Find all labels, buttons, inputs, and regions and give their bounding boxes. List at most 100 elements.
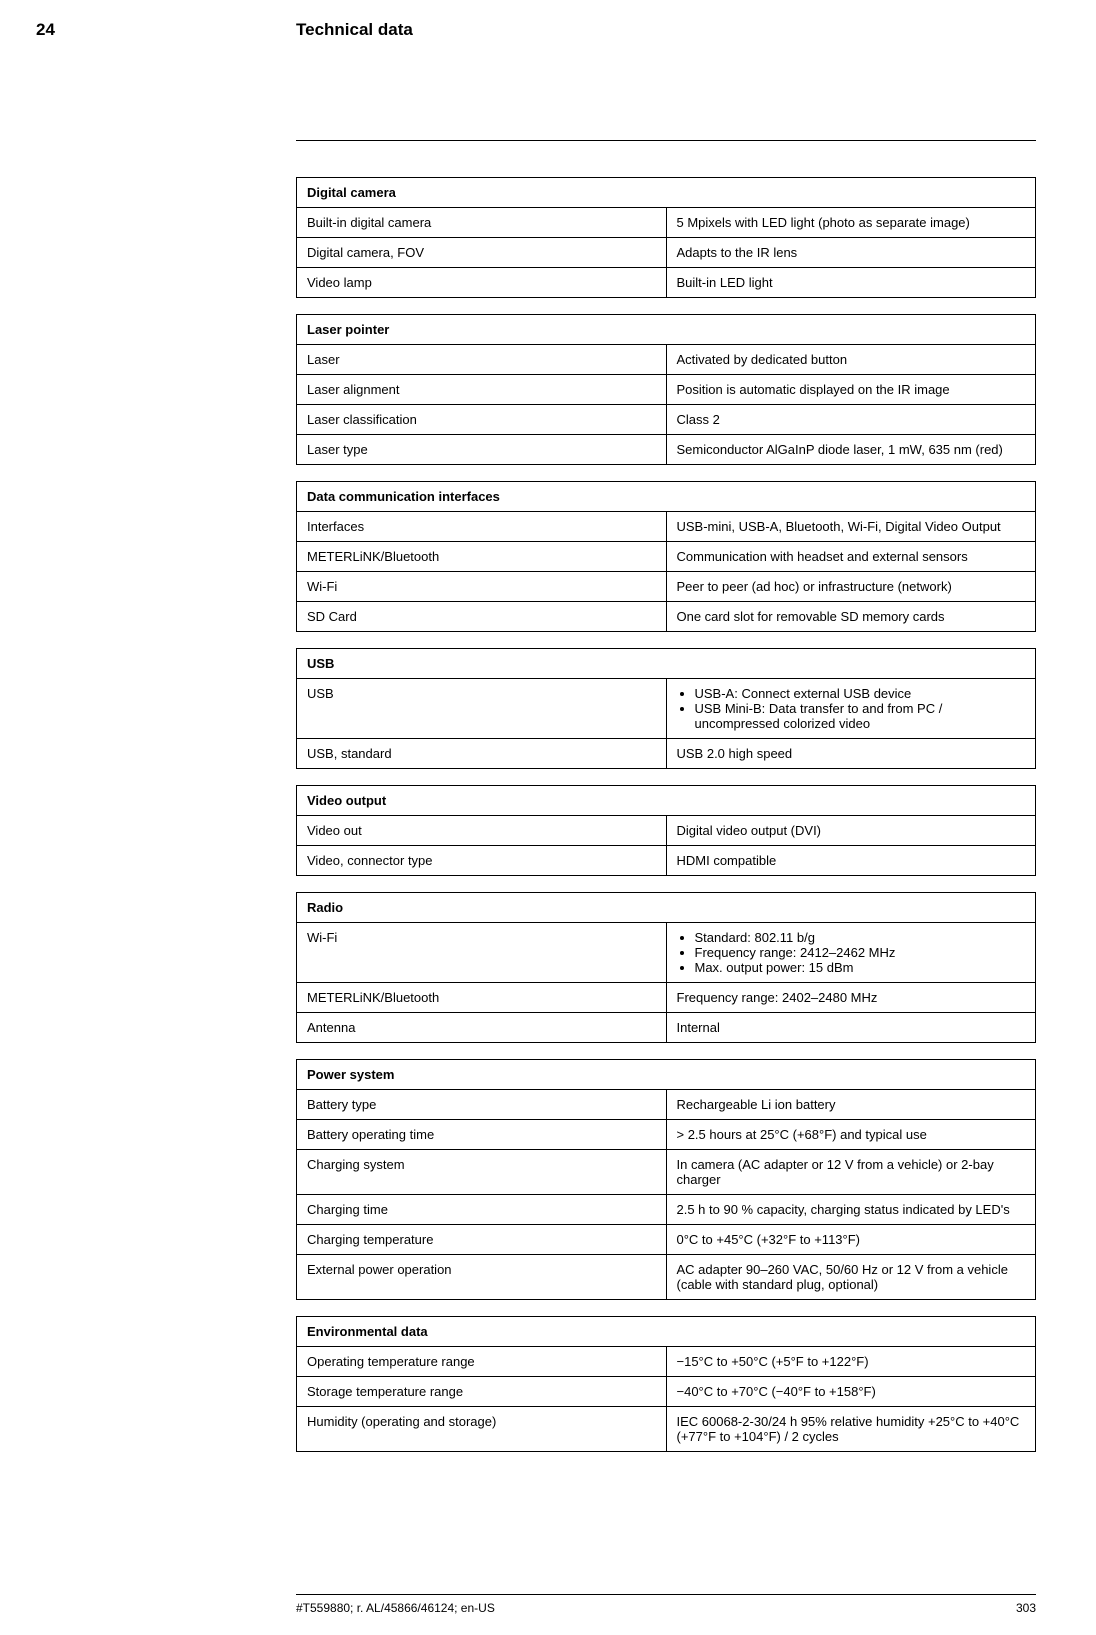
table-row: Built-in digital camera5 Mpixels with LE… <box>297 208 1036 238</box>
spec-value: Activated by dedicated button <box>666 345 1036 375</box>
spec-label: Video, connector type <box>297 846 667 876</box>
spec-label: Laser type <box>297 435 667 465</box>
table-row: AntennaInternal <box>297 1013 1036 1043</box>
spec-value: −15°C to +50°C (+5°F to +122°F) <box>666 1347 1036 1377</box>
spec-label: USB, standard <box>297 739 667 769</box>
spec-label: Wi-Fi <box>297 572 667 602</box>
spec-label: Laser <box>297 345 667 375</box>
spec-label: Humidity (operating and storage) <box>297 1407 667 1452</box>
chapter-number: 24 <box>36 20 296 40</box>
spec-label: Interfaces <box>297 512 667 542</box>
spec-label: METERLiNK/Bluetooth <box>297 983 667 1013</box>
table-row: Video lampBuilt-in LED light <box>297 268 1036 298</box>
doc-id: #T559880; r. AL/45866/46124; en-US <box>296 1601 495 1615</box>
spec-value: Rechargeable Li ion battery <box>666 1090 1036 1120</box>
spec-value: IEC 60068-2-30/24 h 95% relative humidit… <box>666 1407 1036 1452</box>
table-row: Battery operating time> 2.5 hours at 25°… <box>297 1120 1036 1150</box>
spec-value: Built-in LED light <box>666 268 1036 298</box>
table-title: Power system <box>297 1060 1036 1090</box>
list-item: USB-A: Connect external USB device <box>695 686 1026 701</box>
page-number: 303 <box>1016 1601 1036 1615</box>
list-item: USB Mini-B: Data transfer to and from PC… <box>695 701 1026 731</box>
table-row: Video, connector typeHDMI compatible <box>297 846 1036 876</box>
table-title: Environmental data <box>297 1317 1036 1347</box>
spec-label: Digital camera, FOV <box>297 238 667 268</box>
spec-value: In camera (AC adapter or 12 V from a veh… <box>666 1150 1036 1195</box>
spec-label: Charging time <box>297 1195 667 1225</box>
spec-label: Charging temperature <box>297 1225 667 1255</box>
spec-value: Internal <box>666 1013 1036 1043</box>
table-row: External power operationAC adapter 90–26… <box>297 1255 1036 1300</box>
table-row: Laser classificationClass 2 <box>297 405 1036 435</box>
table-row: Laser alignmentPosition is automatic dis… <box>297 375 1036 405</box>
table-row: METERLiNK/BluetoothFrequency range: 2402… <box>297 983 1036 1013</box>
table-laser-pointer: Laser pointer LaserActivated by dedicate… <box>296 314 1036 465</box>
spec-value: 2.5 h to 90 % capacity, charging status … <box>666 1195 1036 1225</box>
spec-value: USB-mini, USB-A, Bluetooth, Wi-Fi, Digit… <box>666 512 1036 542</box>
spec-value: 0°C to +45°C (+32°F to +113°F) <box>666 1225 1036 1255</box>
table-row: Charging systemIn camera (AC adapter or … <box>297 1150 1036 1195</box>
spec-value: Adapts to the IR lens <box>666 238 1036 268</box>
table-row: Digital camera, FOVAdapts to the IR lens <box>297 238 1036 268</box>
spec-value: −40°C to +70°C (−40°F to +158°F) <box>666 1377 1036 1407</box>
table-row: Battery typeRechargeable Li ion battery <box>297 1090 1036 1120</box>
table-row: USB, standardUSB 2.0 high speed <box>297 739 1036 769</box>
spec-value: Frequency range: 2402–2480 MHz <box>666 983 1036 1013</box>
spec-value: HDMI compatible <box>666 846 1036 876</box>
table-row: METERLiNK/BluetoothCommunication with he… <box>297 542 1036 572</box>
spec-value: One card slot for removable SD memory ca… <box>666 602 1036 632</box>
page-header: 24 Technical data <box>0 0 1096 40</box>
spec-value: USB 2.0 high speed <box>666 739 1036 769</box>
spec-label: Battery operating time <box>297 1120 667 1150</box>
spec-value: Communication with headset and external … <box>666 542 1036 572</box>
table-title: Data communication interfaces <box>297 482 1036 512</box>
spec-value: AC adapter 90–260 VAC, 50/60 Hz or 12 V … <box>666 1255 1036 1300</box>
spec-label: Wi-Fi <box>297 923 667 983</box>
spec-value: Semiconductor AlGaInP diode laser, 1 mW,… <box>666 435 1036 465</box>
table-row: InterfacesUSB-mini, USB-A, Bluetooth, Wi… <box>297 512 1036 542</box>
content-area: Digital camera Built-in digital camera5 … <box>296 140 1036 1452</box>
divider <box>296 140 1036 141</box>
table-title: USB <box>297 649 1036 679</box>
table-title: Laser pointer <box>297 315 1036 345</box>
table-row: Video outDigital video output (DVI) <box>297 816 1036 846</box>
page-footer: #T559880; r. AL/45866/46124; en-US 303 <box>296 1594 1036 1615</box>
table-title: Digital camera <box>297 178 1036 208</box>
list-item: Frequency range: 2412–2462 MHz <box>695 945 1026 960</box>
table-data-communication: Data communication interfaces Interfaces… <box>296 481 1036 632</box>
table-environmental: Environmental data Operating temperature… <box>296 1316 1036 1452</box>
table-title: Video output <box>297 786 1036 816</box>
table-video-output: Video output Video outDigital video outp… <box>296 785 1036 876</box>
table-row: Charging temperature0°C to +45°C (+32°F … <box>297 1225 1036 1255</box>
list-item: Standard: 802.11 b/g <box>695 930 1026 945</box>
table-row: Charging time2.5 h to 90 % capacity, cha… <box>297 1195 1036 1225</box>
table-title: Radio <box>297 893 1036 923</box>
spec-label: Battery type <box>297 1090 667 1120</box>
table-row: Operating temperature range−15°C to +50°… <box>297 1347 1036 1377</box>
spec-label: Charging system <box>297 1150 667 1195</box>
list-item: Max. output power: 15 dBm <box>695 960 1026 975</box>
table-radio: Radio Wi-Fi Standard: 802.11 b/g Frequen… <box>296 892 1036 1043</box>
spec-value: Standard: 802.11 b/g Frequency range: 24… <box>666 923 1036 983</box>
table-row: Laser typeSemiconductor AlGaInP diode la… <box>297 435 1036 465</box>
chapter-title: Technical data <box>296 20 413 40</box>
table-digital-camera: Digital camera Built-in digital camera5 … <box>296 177 1036 298</box>
spec-label: Storage temperature range <box>297 1377 667 1407</box>
spec-label: External power operation <box>297 1255 667 1300</box>
spec-label: Laser classification <box>297 405 667 435</box>
table-row: SD CardOne card slot for removable SD me… <box>297 602 1036 632</box>
spec-label: Laser alignment <box>297 375 667 405</box>
spec-label: Video lamp <box>297 268 667 298</box>
spec-label: METERLiNK/Bluetooth <box>297 542 667 572</box>
spec-label: USB <box>297 679 667 739</box>
table-row: Wi-FiPeer to peer (ad hoc) or infrastruc… <box>297 572 1036 602</box>
table-row: Wi-Fi Standard: 802.11 b/g Frequency ran… <box>297 923 1036 983</box>
table-power-system: Power system Battery typeRechargeable Li… <box>296 1059 1036 1300</box>
table-row: Humidity (operating and storage)IEC 6006… <box>297 1407 1036 1452</box>
spec-label: Video out <box>297 816 667 846</box>
table-row: Storage temperature range−40°C to +70°C … <box>297 1377 1036 1407</box>
spec-value: USB-A: Connect external USB device USB M… <box>666 679 1036 739</box>
spec-label: SD Card <box>297 602 667 632</box>
table-row: USB USB-A: Connect external USB device U… <box>297 679 1036 739</box>
spec-value: Digital video output (DVI) <box>666 816 1036 846</box>
